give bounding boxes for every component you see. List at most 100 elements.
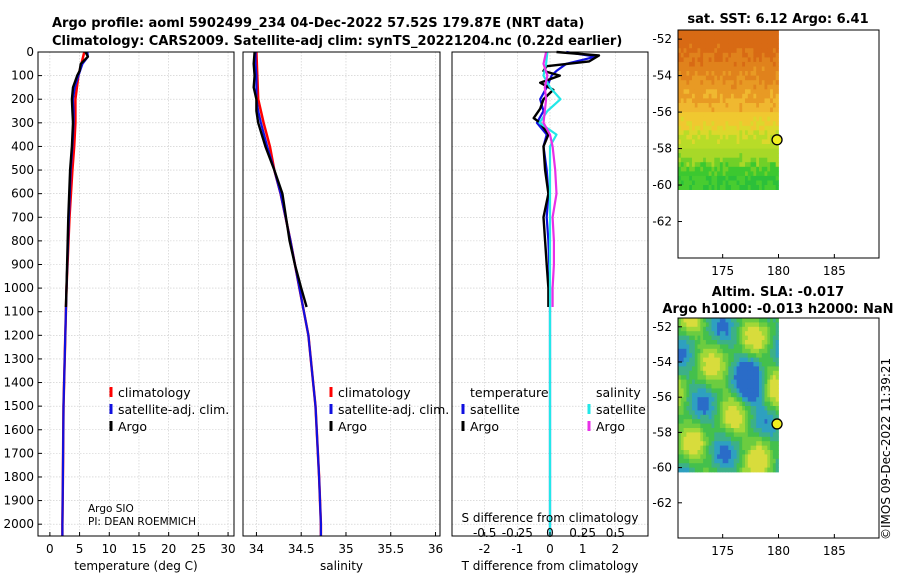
heatmap-cell — [680, 419, 684, 424]
heatmap-cell — [689, 134, 693, 140]
heatmap-cell — [722, 61, 726, 67]
heatmap-cell — [728, 436, 732, 442]
heatmap-cell — [772, 318, 777, 323]
heatmap-cell — [700, 103, 704, 108]
heatmap-cell — [711, 392, 715, 398]
heatmap-cell — [736, 401, 740, 407]
heatmap-cell — [761, 66, 765, 72]
heatmap-cell — [714, 353, 718, 358]
heatmap-cell — [703, 148, 707, 154]
heatmap-cell — [775, 401, 779, 407]
heatmap-cell — [700, 463, 704, 468]
heatmap-cell — [719, 185, 724, 190]
heatmap-cell — [683, 406, 687, 411]
heatmap-cell — [689, 414, 693, 420]
heatmap-cell — [770, 392, 774, 398]
heatmap-cell — [739, 75, 743, 81]
y-tick-label: 1700 — [3, 446, 34, 460]
heatmap-cell — [678, 175, 682, 181]
heatmap-cell — [697, 57, 701, 63]
heatmap-cell — [680, 379, 684, 385]
heatmap-cell — [697, 139, 701, 145]
y-tick-label: 600 — [11, 187, 34, 201]
heatmap-cell — [689, 428, 693, 433]
heatmap-cell — [753, 66, 757, 72]
heatmap-cell — [745, 166, 749, 172]
heatmap-cell — [700, 185, 704, 190]
heatmap-cell — [759, 98, 763, 104]
heatmap-cell — [770, 428, 774, 433]
heatmap-cell — [708, 331, 712, 336]
heatmap-cell — [725, 353, 729, 358]
heatmap-cell — [759, 375, 763, 380]
heatmap-cell — [719, 112, 724, 118]
x-tick-label: 180 — [767, 544, 790, 558]
heatmap-cell — [717, 75, 721, 81]
heatmap-cell — [767, 153, 771, 159]
heatmap-cell — [770, 410, 774, 416]
heatmap-cell — [731, 175, 735, 181]
heatmap-cell — [708, 66, 712, 72]
heatmap-cell — [772, 75, 777, 81]
heatmap-cell — [759, 116, 763, 122]
heatmap-cell — [680, 116, 684, 122]
heatmap-cell — [725, 139, 729, 145]
heatmap-cell — [703, 322, 707, 328]
heatmap-cell — [775, 414, 779, 420]
heatmap-cell — [711, 139, 715, 145]
heatmap-cell — [711, 401, 715, 407]
heatmap-cell — [770, 436, 774, 442]
heatmap-cell — [761, 103, 765, 108]
heatmap-cell — [714, 112, 718, 118]
heatmap-cell — [747, 388, 751, 394]
heatmap-cell — [692, 353, 696, 358]
x-axis-label: temperature (deg C) — [74, 559, 197, 573]
heatmap-cell — [686, 370, 690, 376]
x-axis-label-top: S difference from climatology — [462, 511, 639, 525]
heatmap-cell — [703, 340, 707, 345]
heatmap-cell — [689, 125, 693, 131]
heatmap-cell — [697, 322, 701, 328]
heatmap-cell — [722, 180, 726, 186]
heatmap-cell — [775, 162, 779, 168]
heatmap-cell — [680, 157, 684, 163]
heatmap-cell — [772, 406, 777, 411]
heatmap-cell — [725, 134, 729, 140]
x-tick-label: 175 — [711, 264, 734, 278]
heatmap-cell — [742, 406, 746, 411]
heatmap-cell — [689, 392, 693, 398]
heatmap-cell — [770, 148, 774, 154]
heatmap-cell — [747, 171, 751, 177]
heatmap-cell — [714, 397, 718, 402]
heatmap-cell — [772, 348, 777, 354]
heatmap-cell — [725, 166, 729, 172]
heatmap-cell — [686, 450, 690, 455]
heatmap-cell — [680, 445, 684, 451]
heatmap-cell — [756, 121, 760, 127]
heatmap-cell — [725, 441, 729, 446]
heatmap-cell — [772, 467, 777, 473]
heatmap-cell — [722, 185, 726, 190]
heatmap-cell — [678, 423, 682, 429]
heatmap-cell — [708, 450, 712, 455]
heatmap-cell — [745, 463, 749, 468]
heatmap-cell — [708, 139, 712, 145]
heatmap-cell — [770, 125, 774, 131]
heatmap-cell — [750, 401, 754, 407]
heatmap-cell — [717, 166, 721, 172]
heatmap-cell — [728, 370, 732, 376]
heatmap-cell — [764, 397, 768, 402]
heatmap-cell — [683, 144, 687, 149]
heatmap-cell — [761, 162, 765, 168]
heatmap-cell — [761, 467, 765, 473]
heatmap-cell — [764, 331, 768, 336]
heatmap-cell — [686, 436, 690, 442]
heatmap-cell — [689, 153, 693, 159]
heatmap-cell — [711, 445, 715, 451]
heatmap-cell — [736, 379, 740, 385]
heatmap-cell — [680, 441, 684, 446]
heatmap-cell — [753, 98, 757, 104]
heatmap-cell — [689, 157, 693, 163]
heatmap-cell — [719, 357, 724, 363]
heatmap-cell — [689, 467, 693, 473]
